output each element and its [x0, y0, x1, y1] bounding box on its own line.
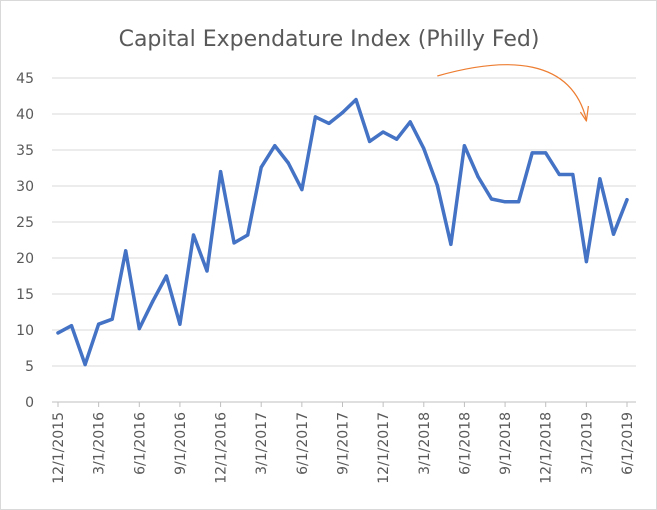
x-tick-label: 9/1/2016	[173, 412, 189, 475]
x-tick-label: 3/1/2018	[417, 412, 433, 475]
data-point	[462, 144, 466, 148]
data-point	[178, 322, 182, 326]
data-point	[205, 269, 209, 273]
data-point	[571, 172, 575, 177]
data-point	[219, 170, 223, 174]
y-tick-label: 20	[16, 251, 34, 267]
data-point	[544, 151, 548, 155]
annotation-arrow-curve	[437, 64, 587, 121]
x-tick-label: 9/1/2017	[336, 412, 352, 475]
x-tick-label: 12/1/2017	[376, 412, 392, 484]
data-point	[286, 161, 290, 165]
data-point	[151, 299, 155, 303]
y-axis-ticks: 0 5 10 15 20 25 30 35 40 45	[16, 71, 34, 411]
y-tick-label: 15	[16, 287, 34, 303]
data-point	[489, 197, 494, 201]
data-point	[435, 183, 439, 187]
data-point	[164, 274, 168, 278]
y-tick-label: 5	[25, 359, 34, 375]
data-point	[246, 233, 250, 237]
data-point	[476, 175, 480, 179]
x-tick-label: 12/1/2015	[51, 412, 67, 484]
data-point	[395, 137, 399, 141]
data-point	[598, 177, 602, 181]
y-tick-label: 40	[16, 107, 34, 123]
y-tick-label: 35	[16, 143, 34, 159]
data-point	[124, 249, 128, 253]
data-point	[97, 322, 101, 326]
data-point	[354, 98, 358, 102]
x-tick-label: 3/1/2017	[254, 412, 270, 475]
x-tick-label: 3/1/2016	[92, 412, 108, 475]
data-point	[340, 111, 345, 115]
y-tick-label: 25	[16, 215, 34, 231]
y-tick-label: 30	[16, 179, 34, 195]
x-tick-label: 12/1/2018	[539, 412, 555, 484]
data-point	[69, 324, 74, 328]
x-tick-label: 3/1/2019	[579, 412, 595, 475]
data-point	[232, 241, 236, 245]
annotation-arrow	[437, 64, 589, 122]
data-point	[259, 165, 263, 169]
data-point	[83, 363, 87, 367]
y-tick-label: 10	[16, 323, 34, 339]
data-point	[300, 188, 304, 192]
data-point	[449, 242, 453, 246]
data-point	[625, 198, 629, 202]
x-tick-label: 6/1/2016	[132, 412, 148, 475]
data-point	[56, 331, 60, 335]
data-point	[381, 130, 385, 134]
data-point	[422, 147, 426, 151]
x-tick-label: 6/1/2019	[620, 412, 636, 475]
data-point	[273, 144, 277, 148]
y-tick-label: 45	[16, 71, 34, 87]
data-point	[557, 172, 561, 177]
data-point	[368, 139, 372, 143]
data-point	[110, 317, 114, 321]
gridlines	[52, 77, 636, 403]
data-point	[408, 120, 412, 124]
y-tick-label: 0	[25, 395, 34, 411]
x-tick-label: 9/1/2018	[498, 412, 514, 475]
x-tick-label: 6/1/2017	[295, 412, 311, 475]
data-point	[530, 151, 534, 155]
data-point	[137, 327, 141, 331]
data-point	[517, 200, 521, 204]
annotation-arrow-head	[579, 105, 589, 122]
data-point	[327, 121, 331, 125]
x-axis: 12/1/2015 3/1/2016 6/1/2016 9/1/2016 12/1/20…	[51, 402, 636, 484]
data-point	[503, 200, 507, 204]
data-point	[191, 233, 196, 237]
chart-title: Capital Expendature Index (Philly Fed)	[119, 27, 540, 52]
data-point	[584, 260, 589, 264]
series-line-group	[56, 97, 629, 367]
series-line	[56, 97, 629, 367]
x-tick-label: 6/1/2018	[457, 412, 473, 475]
data-point	[313, 115, 317, 119]
data-point	[611, 232, 616, 236]
x-tick-label: 12/1/2016	[214, 412, 230, 484]
